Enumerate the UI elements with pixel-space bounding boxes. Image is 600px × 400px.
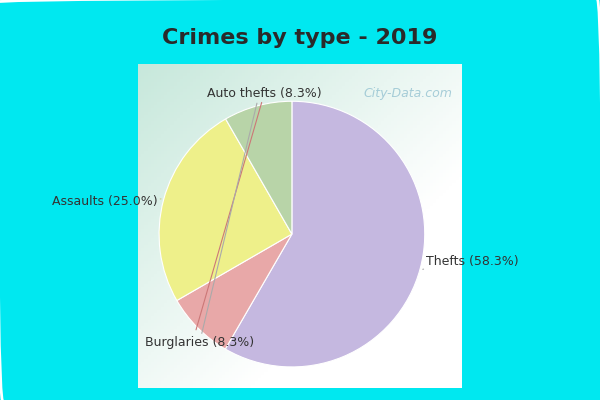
Wedge shape <box>226 101 292 234</box>
Wedge shape <box>177 234 292 349</box>
Text: Crimes by type - 2019: Crimes by type - 2019 <box>163 28 437 48</box>
Text: Assaults (25.0%): Assaults (25.0%) <box>52 195 161 208</box>
Text: Burglaries (8.3%): Burglaries (8.3%) <box>145 103 257 349</box>
Wedge shape <box>159 119 292 300</box>
Wedge shape <box>225 101 425 367</box>
Text: City-Data.com: City-Data.com <box>364 87 452 100</box>
Text: Auto thefts (8.3%): Auto thefts (8.3%) <box>196 87 322 330</box>
Text: Thefts (58.3%): Thefts (58.3%) <box>423 255 519 269</box>
